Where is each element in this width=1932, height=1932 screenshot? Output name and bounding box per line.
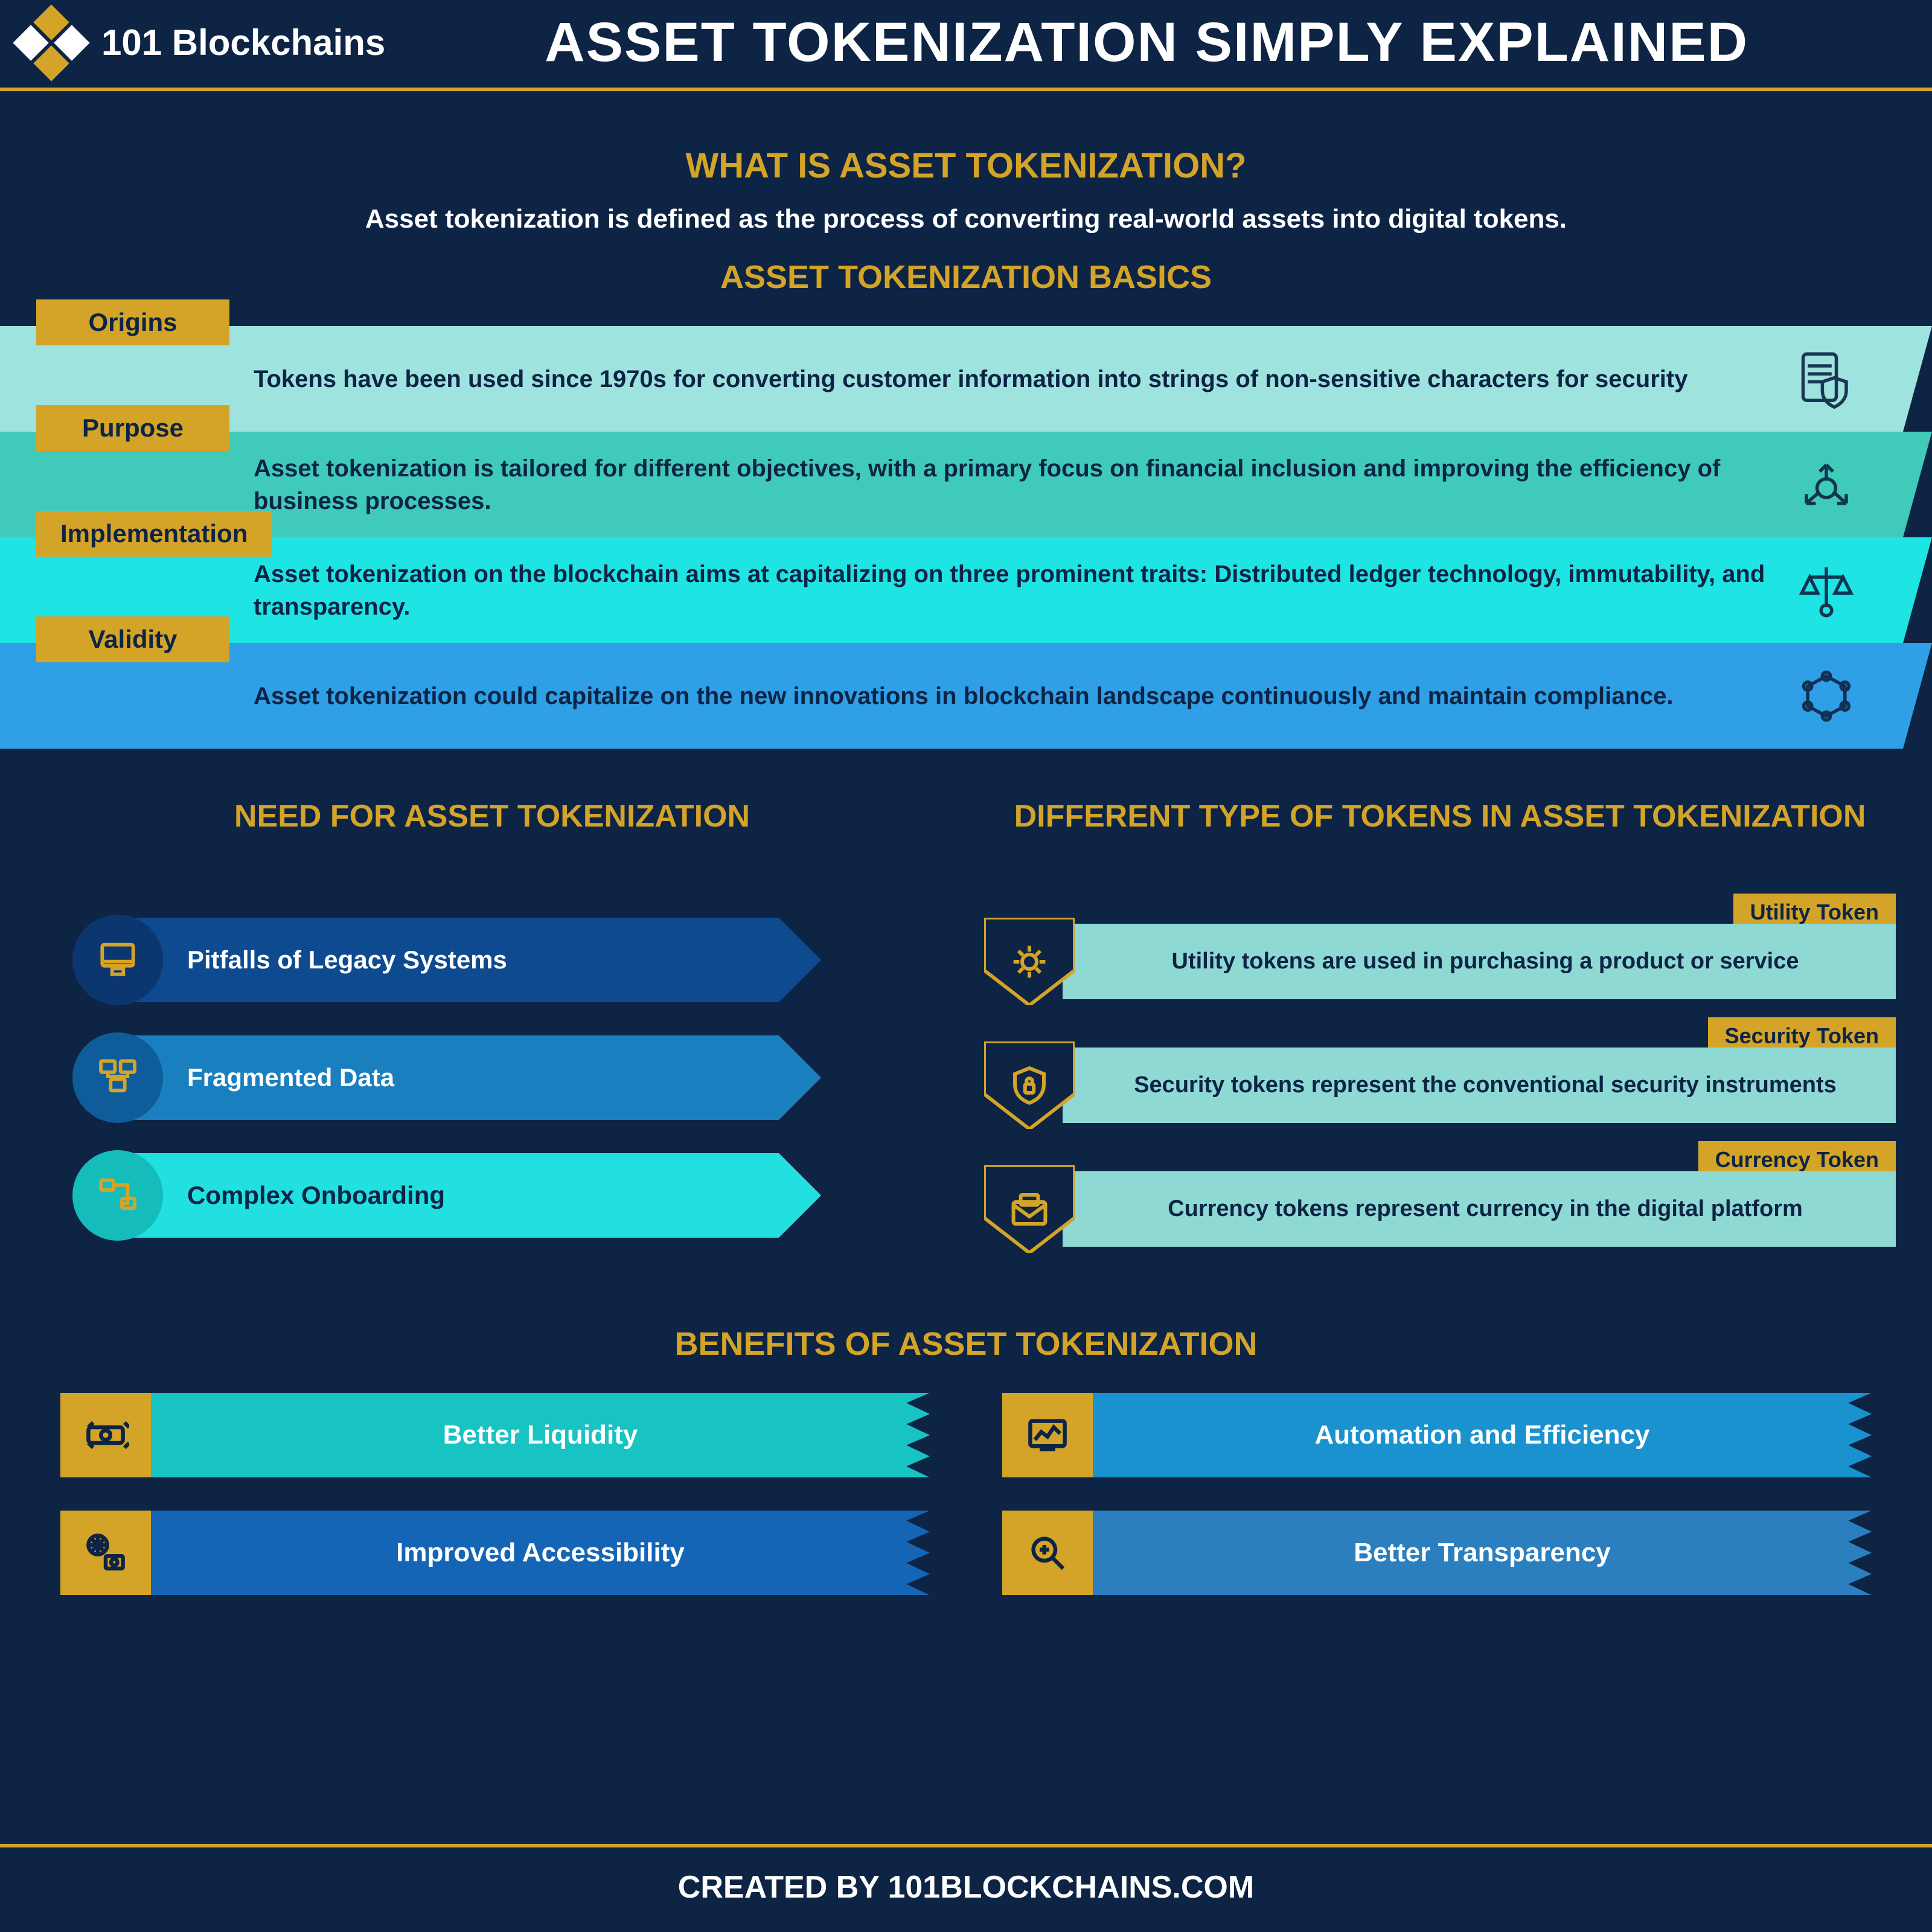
logo-icon xyxy=(13,4,89,81)
need-title: NEED FOR ASSET TOKENIZATION xyxy=(36,797,948,881)
token-type-badge xyxy=(984,1165,1075,1253)
header: 101 Blockchains ASSET TOKENIZATION SIMPL… xyxy=(0,0,1932,91)
need-item: Pitfalls of Legacy Systems xyxy=(36,918,948,1002)
benefit-label: Improved Accessibility xyxy=(151,1511,930,1595)
basics-tag: Implementation xyxy=(36,511,272,557)
basics-tag: Validity xyxy=(36,616,229,662)
token-type-text: Currency tokens represent currency in th… xyxy=(1063,1171,1896,1247)
token-type-item: Currency Token Currency tokens represent… xyxy=(984,1165,1896,1253)
page-title: ASSET TOKENIZATION SIMPLY EXPLAINED xyxy=(385,11,1908,74)
benefit-label: Automation and Efficiency xyxy=(1093,1393,1872,1477)
benefit-item: Improved Accessibility xyxy=(60,1511,930,1595)
need-section: NEED FOR ASSET TOKENIZATION Pitfalls of … xyxy=(36,797,948,1289)
basics-text: Asset tokenization on the blockchain aim… xyxy=(0,558,1932,623)
benefits-title: BENEFITS OF ASSET TOKENIZATION xyxy=(36,1325,1896,1363)
need-circle xyxy=(72,1150,163,1241)
need-item: Fragmented Data xyxy=(36,1035,948,1120)
benefit-label: Better Transparency xyxy=(1093,1511,1872,1595)
basics-tag: Purpose xyxy=(36,405,229,451)
basics-list: Origins Tokens have been used since 1970… xyxy=(0,326,1932,749)
onboarding-flow-icon xyxy=(97,1173,139,1218)
token-type-badge xyxy=(984,1041,1075,1129)
basics-text: Tokens have been used since 1970s for co… xyxy=(0,363,1820,395)
token-type-text: Utility tokens are used in purchasing a … xyxy=(1063,924,1896,999)
fragmented-data-icon xyxy=(97,1055,139,1101)
transparency-icon xyxy=(1002,1511,1093,1595)
wallet-mail-icon xyxy=(1008,1188,1051,1231)
basics-row-validity: Validity Asset tokenization could capita… xyxy=(0,643,1932,749)
directions-icon xyxy=(1793,452,1860,518)
basics-tag: Origins xyxy=(36,299,229,345)
blockchain-network-icon xyxy=(1793,663,1860,729)
types-title: DIFFERENT TYPE OF TOKENS IN ASSET TOKENI… xyxy=(984,797,1896,881)
basics-row-implementation: Implementation Asset tokenization on the… xyxy=(0,537,1932,643)
accessibility-icon xyxy=(60,1511,151,1595)
definition-text: Asset tokenization is defined as the pro… xyxy=(36,204,1896,234)
automation-icon xyxy=(1002,1393,1093,1477)
footer-text: CREATED BY 101BLOCKCHAINS.COM xyxy=(0,1844,1932,1932)
legacy-system-icon xyxy=(97,938,139,983)
basics-title: ASSET TOKENIZATION BASICS xyxy=(36,258,1896,296)
question-title: WHAT IS ASSET TOKENIZATION? xyxy=(36,146,1896,186)
need-circle xyxy=(72,915,163,1005)
liquidity-icon xyxy=(60,1393,151,1477)
brand-name: 101 Blockchains xyxy=(101,22,385,63)
need-item: Complex Onboarding xyxy=(36,1153,948,1238)
scale-balance-icon xyxy=(1793,557,1860,624)
need-circle xyxy=(72,1032,163,1123)
benefit-item: Better Transparency xyxy=(1002,1511,1872,1595)
benefit-label: Better Liquidity xyxy=(151,1393,930,1477)
gear-token-icon xyxy=(1008,940,1051,984)
token-type-item: Security Token Security tokens represent… xyxy=(984,1041,1896,1129)
need-label: Complex Onboarding xyxy=(187,1181,445,1210)
benefit-item: Automation and Efficiency xyxy=(1002,1393,1872,1477)
need-label: Pitfalls of Legacy Systems xyxy=(187,945,507,974)
document-shield-icon xyxy=(1793,346,1860,412)
shield-lock-icon xyxy=(1008,1064,1051,1107)
basics-text: Asset tokenization is tailored for diffe… xyxy=(0,452,1932,517)
brand-logo: 101 Blockchains xyxy=(24,16,385,70)
basics-text: Asset tokenization could capitalize on t… xyxy=(0,680,1806,712)
basics-row-origins: Origins Tokens have been used since 1970… xyxy=(0,326,1932,432)
types-section: DIFFERENT TYPE OF TOKENS IN ASSET TOKENI… xyxy=(984,797,1896,1289)
benefit-item: Better Liquidity xyxy=(60,1393,930,1477)
basics-row-purpose: Purpose Asset tokenization is tailored f… xyxy=(0,432,1932,537)
token-type-text: Security tokens represent the convention… xyxy=(1063,1048,1896,1123)
token-type-badge xyxy=(984,918,1075,1005)
need-label: Fragmented Data xyxy=(187,1063,394,1092)
token-type-item: Utility Token Utility tokens are used in… xyxy=(984,918,1896,1005)
benefits-grid: Better Liquidity Automation and Efficien… xyxy=(36,1393,1896,1595)
